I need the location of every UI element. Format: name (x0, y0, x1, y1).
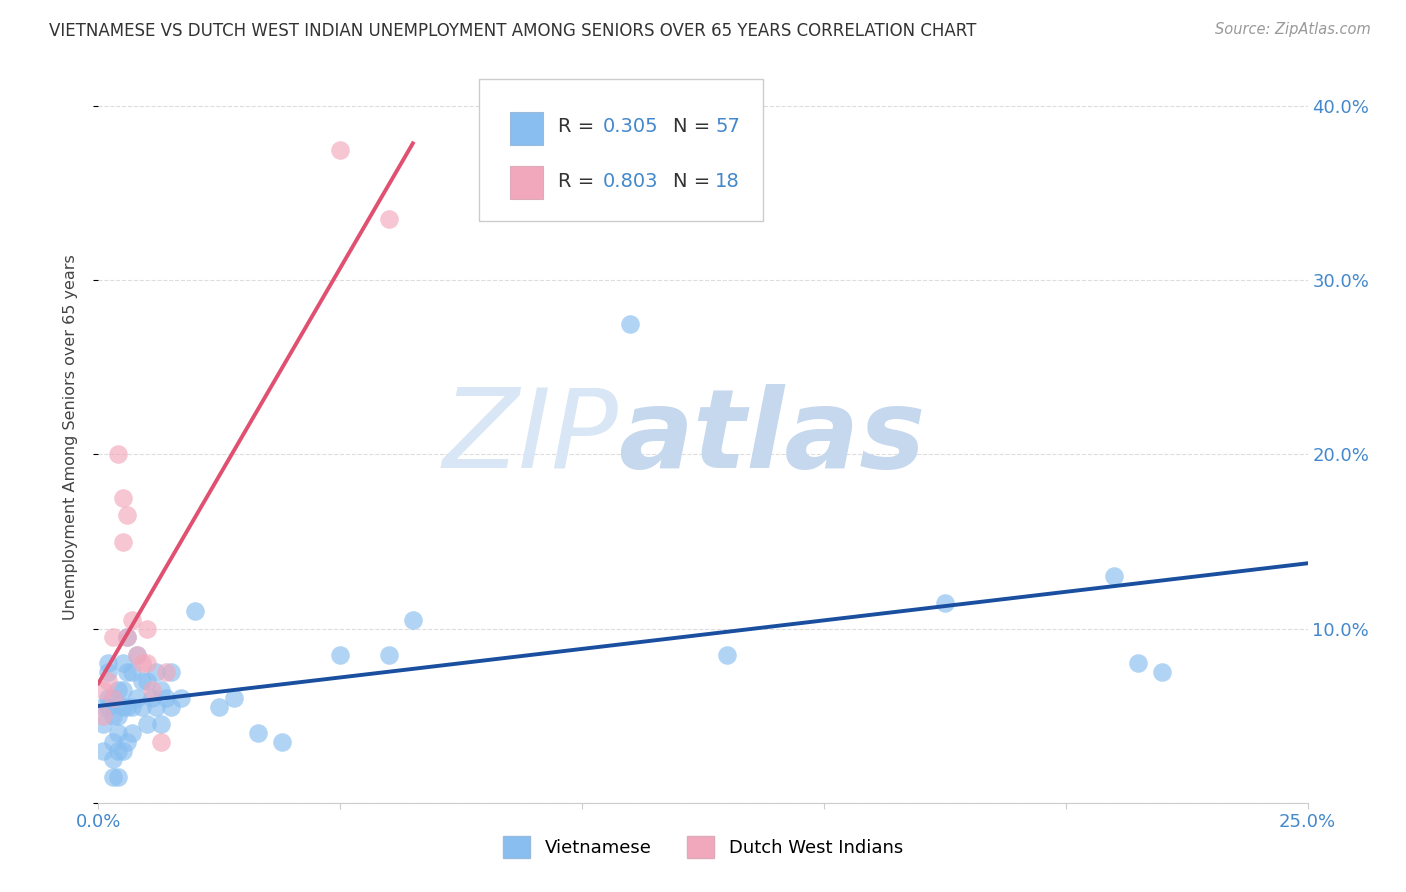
Point (111, 700, 134, 714)
Point (97, 691, 120, 706)
Point (150, 682, 173, 697)
Point (117, 631, 139, 645)
Point (150, 717, 173, 731)
Point (145, 700, 167, 714)
Legend: Vietnamese, Dutch West Indians: Vietnamese, Dutch West Indians (494, 827, 912, 867)
Point (169, 691, 191, 706)
Point (117, 631, 139, 645)
Point (135, 673, 157, 688)
Point (91, 743, 114, 757)
Point (97, 657, 120, 671)
Text: ZIP: ZIP (443, 384, 619, 491)
Point (222, 691, 245, 706)
Point (101, 735, 124, 749)
Y-axis label: Unemployment Among Seniors over 65 years: Unemployment Among Seniors over 65 years (63, 254, 77, 620)
Point (377, 212, 399, 227)
Point (117, 665, 139, 680)
Point (97, 673, 120, 688)
Text: R =: R = (558, 171, 600, 191)
Point (402, 613, 425, 627)
Point (101, 691, 124, 706)
Point (107, 770, 129, 784)
Point (97, 700, 120, 714)
Point (121, 665, 143, 680)
Point (111, 491, 134, 505)
Point (117, 508, 139, 523)
Point (111, 743, 134, 757)
Text: R =: R = (558, 117, 600, 136)
Point (271, 735, 294, 749)
Point (329, 648, 352, 662)
Point (135, 622, 157, 636)
Point (131, 657, 153, 671)
Text: VIETNAMESE VS DUTCH WEST INDIAN UNEMPLOYMENT AMONG SENIORS OVER 65 YEARS CORRELA: VIETNAMESE VS DUTCH WEST INDIAN UNEMPLOY… (49, 22, 977, 40)
Point (107, 726, 129, 740)
Point (1128, 657, 1150, 671)
Point (716, 648, 738, 662)
Point (101, 770, 124, 784)
Point (619, 317, 641, 331)
Point (107, 743, 129, 757)
Point (91, 717, 114, 731)
Point (247, 726, 270, 740)
Point (107, 708, 129, 723)
Point (1152, 665, 1174, 680)
Point (101, 708, 124, 723)
Point (184, 604, 207, 618)
Point (208, 700, 231, 714)
Point (155, 665, 177, 680)
Point (101, 752, 124, 766)
Point (107, 682, 129, 697)
Point (135, 657, 157, 671)
Point (111, 657, 134, 671)
Point (377, 648, 399, 662)
Point (101, 691, 124, 706)
Text: N =: N = (673, 117, 716, 136)
Point (121, 700, 143, 714)
Point (107, 448, 129, 462)
Point (91, 682, 114, 697)
Text: 0.305: 0.305 (603, 117, 658, 136)
FancyBboxPatch shape (479, 78, 763, 221)
Text: atlas: atlas (619, 384, 925, 491)
Point (127, 648, 149, 662)
Text: N =: N = (673, 171, 716, 191)
Point (934, 595, 956, 609)
Point (141, 691, 163, 706)
Point (91, 708, 114, 723)
Point (97, 665, 120, 680)
Point (145, 665, 167, 680)
Text: Source: ZipAtlas.com: Source: ZipAtlas.com (1215, 22, 1371, 37)
Point (121, 613, 143, 627)
Point (117, 700, 139, 714)
Text: 57: 57 (716, 117, 740, 136)
Point (117, 735, 139, 749)
Point (111, 534, 134, 549)
FancyBboxPatch shape (509, 112, 543, 145)
Text: 18: 18 (716, 171, 740, 191)
Point (111, 682, 134, 697)
Point (329, 143, 352, 157)
Point (131, 700, 153, 714)
Point (150, 735, 173, 749)
Point (160, 700, 183, 714)
Point (91, 700, 114, 714)
Point (127, 691, 149, 706)
FancyBboxPatch shape (509, 167, 543, 200)
Point (1102, 569, 1125, 583)
Point (101, 631, 124, 645)
Point (155, 691, 177, 706)
Point (127, 648, 149, 662)
Point (135, 717, 157, 731)
Text: 0.803: 0.803 (603, 171, 658, 191)
Point (160, 665, 183, 680)
Point (141, 682, 163, 697)
Point (121, 726, 143, 740)
Point (131, 673, 153, 688)
